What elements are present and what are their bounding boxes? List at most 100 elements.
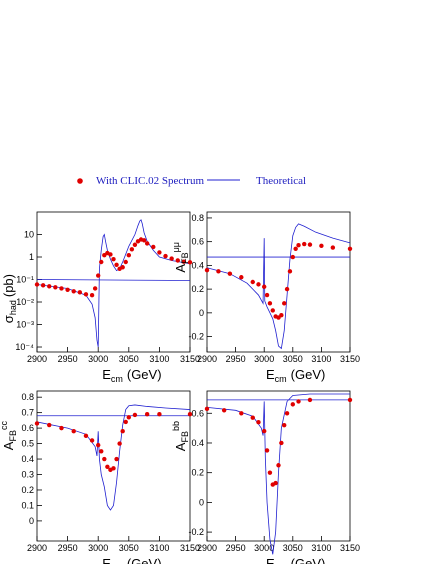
y-tick-label: 0.8 xyxy=(191,213,204,223)
data-point xyxy=(276,463,281,468)
data-point xyxy=(102,253,107,258)
data-line xyxy=(206,393,350,555)
data-point xyxy=(96,273,101,278)
data-point xyxy=(77,290,83,295)
data-point xyxy=(126,415,131,420)
y-tick-label: 10⁻⁴ xyxy=(15,342,34,352)
y-tick-label: 10 xyxy=(24,230,34,240)
data-point xyxy=(105,464,110,469)
x-label-unit: (GeV) xyxy=(127,367,162,382)
legend-marker xyxy=(77,178,83,184)
data-line xyxy=(206,223,351,350)
data-point xyxy=(216,269,221,274)
y-label-main: A xyxy=(1,441,16,450)
y-label-sub: FB xyxy=(180,252,190,264)
data-point xyxy=(151,244,156,250)
data-point xyxy=(34,421,40,426)
data-point xyxy=(181,259,187,264)
y-axis-label: AFBcc xyxy=(0,421,18,451)
y-tick-label: 0.2 xyxy=(21,485,34,495)
data-point xyxy=(120,265,125,270)
data-point xyxy=(34,282,40,287)
y-tick-label: 0 xyxy=(199,497,204,507)
data-point xyxy=(89,438,95,443)
x-label-unit: (GeV) xyxy=(291,367,326,382)
data-point xyxy=(296,243,301,248)
x-tick-label: 3150 xyxy=(180,543,200,553)
data-point xyxy=(40,283,46,288)
data-point xyxy=(239,411,244,416)
data-point xyxy=(96,442,101,448)
y-tick-label: 0 xyxy=(199,308,204,318)
y-tick-label: 0.2 xyxy=(191,284,204,294)
x-tick-label: 3100 xyxy=(149,543,169,553)
x-label-main: E xyxy=(102,367,111,382)
y-tick-label: 0 xyxy=(29,516,34,526)
data-point xyxy=(239,275,244,280)
x-tick-label: 3050 xyxy=(283,354,303,364)
data-point xyxy=(132,242,138,247)
data-point xyxy=(144,241,150,246)
y-tick-label: 0.5 xyxy=(21,439,34,449)
x-label-main: E xyxy=(266,367,275,382)
data-point xyxy=(71,429,76,434)
data-point xyxy=(83,433,89,439)
data-point xyxy=(108,252,113,257)
data-point xyxy=(59,286,64,291)
data-point xyxy=(187,411,193,417)
x-label-sub: cm xyxy=(111,374,123,384)
legend-label: With CLIC.02 Spectrum xyxy=(96,175,204,187)
data-point xyxy=(47,284,52,289)
x-axis-label: Ecm(GeV) xyxy=(266,367,325,384)
x-tick-label: 3100 xyxy=(311,543,331,553)
data-point xyxy=(117,441,122,446)
data-point xyxy=(264,292,270,298)
data-point xyxy=(307,397,313,403)
data-point xyxy=(157,250,162,255)
x-tick-label: 2900 xyxy=(197,354,217,364)
y-label-main: σ xyxy=(1,315,16,323)
data-point xyxy=(71,289,76,294)
x-label-unit: (GeV) xyxy=(127,556,162,564)
plot-frame xyxy=(36,390,191,542)
data-point xyxy=(267,470,273,475)
x-tick-label: 2950 xyxy=(58,354,78,364)
y-label-main: A xyxy=(173,264,188,273)
data-point xyxy=(307,242,313,247)
data-point xyxy=(163,253,168,259)
plot-frame xyxy=(206,211,351,353)
data-point xyxy=(262,428,267,434)
data-point xyxy=(330,245,336,250)
x-tick-label: 3150 xyxy=(340,354,360,364)
y-label-sup: μμ xyxy=(171,242,181,252)
y-label-unit: (pb) xyxy=(1,274,16,297)
y-axis-label: AFBbb xyxy=(171,421,190,451)
x-tick-label: 2950 xyxy=(226,354,246,364)
data-point xyxy=(273,480,278,486)
x-label-main: E xyxy=(266,556,275,564)
data-line xyxy=(36,404,191,511)
data-point xyxy=(279,440,284,446)
data-line xyxy=(36,279,191,281)
data-point xyxy=(83,292,89,297)
y-tick-label: 10⁻² xyxy=(16,297,34,307)
x-label-unit: (GeV) xyxy=(291,556,326,564)
x-tick-label: 3050 xyxy=(119,543,139,553)
data-point xyxy=(287,269,293,274)
x-tick-label: 3000 xyxy=(254,543,274,553)
data-point xyxy=(227,271,233,276)
x-tick-label: 2900 xyxy=(197,543,217,553)
data-point xyxy=(65,287,70,292)
y-tick-label: 0.3 xyxy=(21,470,34,480)
x-tick-label: 3150 xyxy=(180,354,200,364)
plot-frame xyxy=(36,211,191,353)
legend-label: Theoretical xyxy=(256,175,306,187)
data-point xyxy=(256,282,261,287)
data-point xyxy=(175,258,180,263)
y-label-sub: FB xyxy=(8,430,18,442)
data-point xyxy=(89,293,95,298)
data-point xyxy=(123,419,128,425)
x-axis-label: Ecm(GeV) xyxy=(266,556,325,564)
data-point xyxy=(99,259,104,265)
y-tick-label: 1 xyxy=(29,252,34,262)
